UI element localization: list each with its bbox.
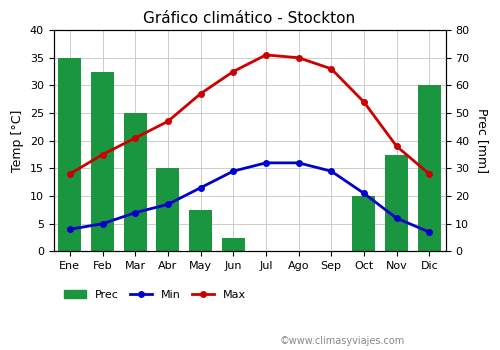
Bar — [58, 58, 82, 251]
Bar — [124, 113, 146, 251]
Bar — [189, 210, 212, 251]
Bar — [222, 238, 244, 251]
Bar — [91, 71, 114, 251]
Y-axis label: Prec [mm]: Prec [mm] — [476, 108, 489, 173]
Bar — [352, 196, 376, 251]
Bar — [385, 155, 408, 251]
Bar — [156, 168, 180, 251]
Legend: Prec, Min, Max: Prec, Min, Max — [59, 286, 250, 304]
Text: ©www.climasyviajes.com: ©www.climasyviajes.com — [280, 336, 405, 346]
Bar — [418, 85, 440, 251]
Title: Gráfico climático - Stockton: Gráfico climático - Stockton — [144, 11, 356, 26]
Y-axis label: Temp [°C]: Temp [°C] — [11, 110, 24, 172]
